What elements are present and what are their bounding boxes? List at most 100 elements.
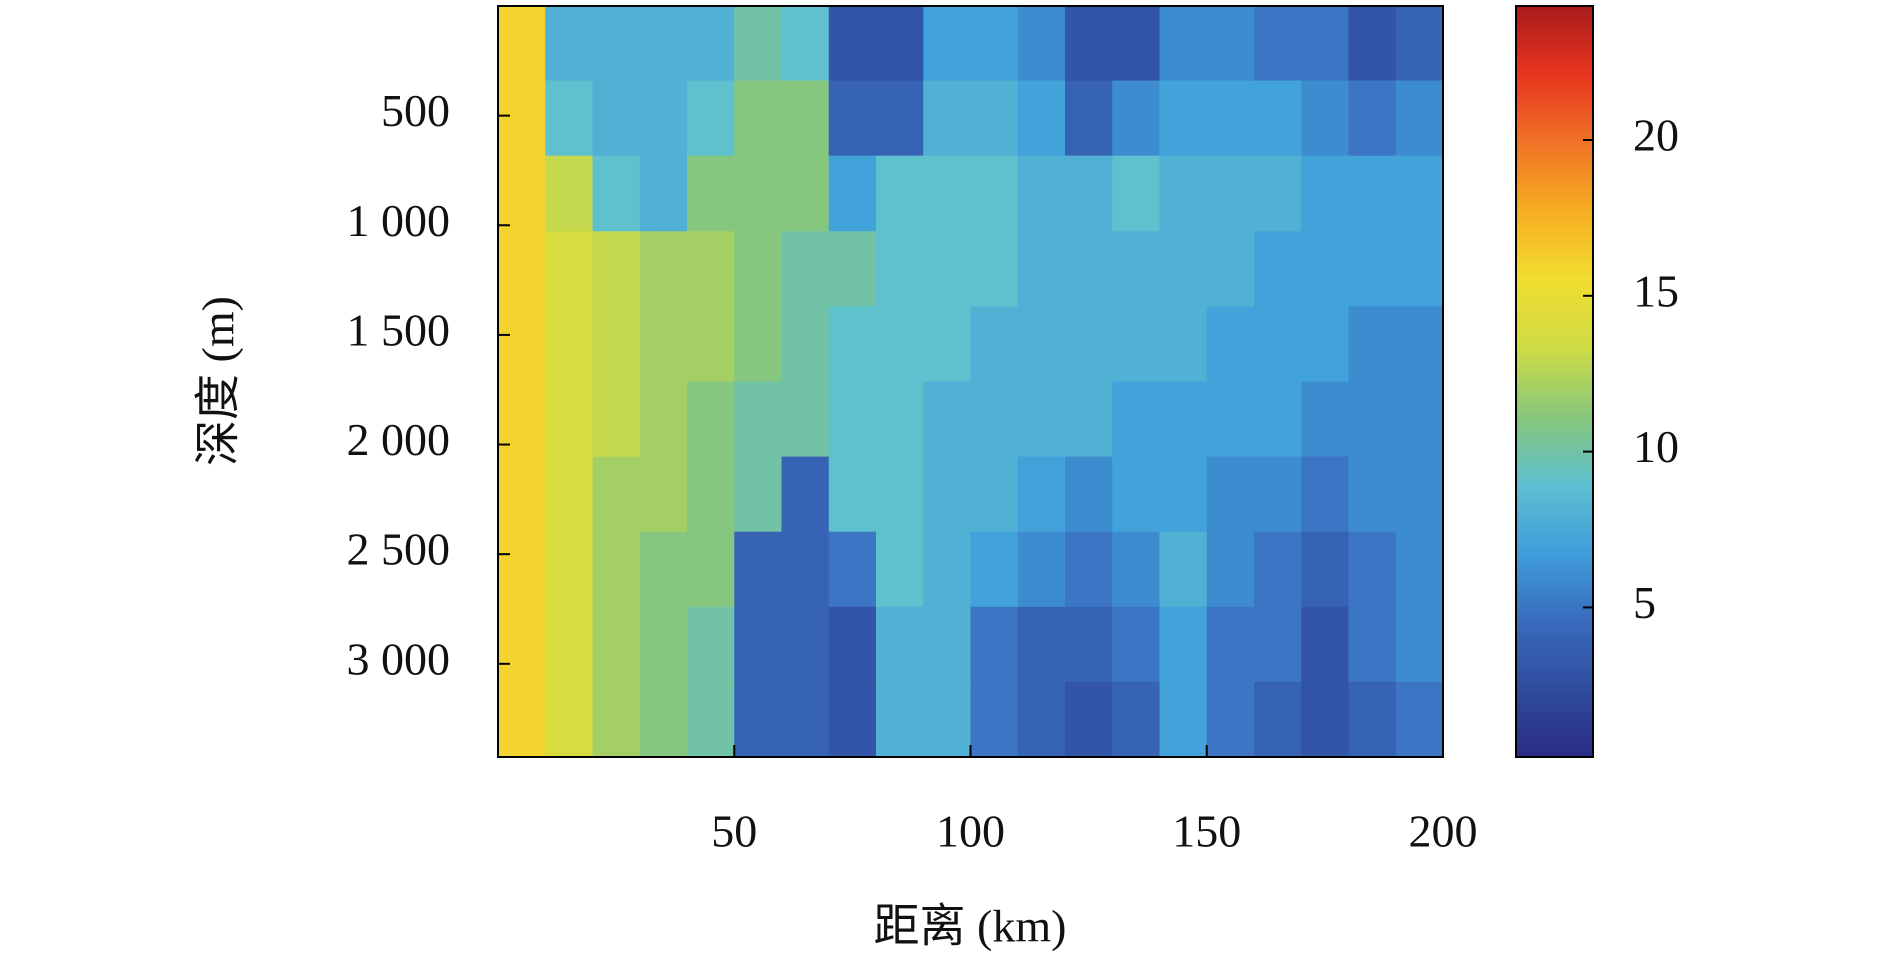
y-tick-label: 1 000: [347, 195, 451, 246]
heatmap-cell: [734, 456, 782, 533]
heatmap-cell: [498, 80, 546, 157]
heatmap-cell: [1254, 381, 1302, 458]
heatmap-cell: [1395, 381, 1444, 458]
heatmap-cell: [1395, 80, 1444, 157]
heatmap-cell: [734, 681, 782, 758]
heatmap-cell: [1301, 381, 1349, 458]
heatmap-cell: [1254, 155, 1302, 232]
heatmap: [498, 6, 1444, 758]
heatmap-cell: [1159, 381, 1208, 458]
heatmap-cell: [828, 681, 877, 758]
heatmap-cell: [970, 456, 1019, 533]
heatmap-cell: [1017, 456, 1066, 533]
heatmap-cell: [1348, 456, 1397, 533]
heatmap-cell: [828, 6, 877, 82]
heatmap-cell: [970, 681, 1019, 758]
heatmap-cell: [1159, 606, 1208, 683]
heatmap-cell: [1301, 155, 1349, 232]
heatmap-cell: [1112, 681, 1160, 758]
heatmap-cell: [876, 80, 924, 157]
heatmap-cell: [923, 531, 971, 608]
heatmap-cell: [1348, 606, 1397, 683]
x-tick-label: 150: [1172, 806, 1241, 857]
heatmap-cell: [923, 80, 971, 157]
heatmap-cell: [639, 681, 688, 758]
y-tick-label: 1 500: [347, 304, 451, 355]
heatmap-cell: [498, 681, 546, 758]
heatmap-cell: [1017, 155, 1066, 232]
heatmap-cell: [1065, 381, 1113, 458]
heatmap-cell: [781, 381, 830, 458]
heatmap-cell: [876, 681, 924, 758]
heatmap-cell: [639, 456, 688, 533]
heatmap-cell: [687, 606, 735, 683]
heatmap-cell: [828, 606, 877, 683]
heatmap-cell: [1301, 606, 1349, 683]
heatmap-cell: [734, 231, 782, 307]
colorbar-tick-label: 15: [1633, 265, 1679, 316]
heatmap-cell: [1348, 6, 1397, 82]
heatmap-cell: [876, 531, 924, 608]
heatmap-cell: [1017, 381, 1066, 458]
heatmap-cell: [970, 231, 1019, 307]
heatmap-cell: [828, 381, 877, 458]
heatmap-cell: [1159, 80, 1208, 157]
heatmap-cell: [1395, 531, 1444, 608]
heatmap-cell: [639, 606, 688, 683]
heatmap-cell: [1395, 231, 1444, 307]
heatmap-cell: [970, 381, 1019, 458]
heatmap-cell: [923, 155, 971, 232]
heatmap-cell: [1159, 531, 1208, 608]
x-tick-label: 200: [1409, 806, 1478, 857]
heatmap-cell: [1206, 456, 1255, 533]
heatmap-cell: [1112, 80, 1160, 157]
heatmap-cell: [1159, 306, 1208, 382]
heatmap-cell: [1159, 6, 1208, 82]
heatmap-cell: [1301, 80, 1349, 157]
heatmap-cell: [687, 531, 735, 608]
heatmap-cell: [1112, 231, 1160, 307]
heatmap-cell: [1159, 456, 1208, 533]
heatmap-cell: [1395, 456, 1444, 533]
heatmap-cell: [1017, 6, 1066, 82]
heatmap-cell: [687, 80, 735, 157]
heatmap-cell: [781, 606, 830, 683]
heatmap-cell: [1395, 306, 1444, 382]
heatmap-cell: [734, 6, 782, 82]
colorbar-tick-label: 10: [1633, 421, 1679, 472]
heatmap-cell: [1301, 456, 1349, 533]
heatmap-cell: [1254, 606, 1302, 683]
heatmap-cell: [592, 381, 641, 458]
heatmap-cell: [1301, 6, 1349, 82]
y-tick-label: 500: [381, 85, 450, 136]
heatmap-cell: [781, 80, 830, 157]
heatmap-cell: [639, 80, 688, 157]
heatmap-cell: [639, 155, 688, 232]
heatmap-cell: [639, 6, 688, 82]
heatmap-cell: [1348, 80, 1397, 157]
heatmap-cell: [1301, 231, 1349, 307]
heatmap-cell: [498, 381, 546, 458]
heatmap-cell: [1206, 606, 1255, 683]
heatmap-cell: [545, 606, 593, 683]
heatmap-cell: [545, 6, 593, 82]
heatmap-cell: [1206, 155, 1255, 232]
heatmap-cell: [828, 231, 877, 307]
heatmap-cell: [734, 381, 782, 458]
y-axis-label: 深度 (m): [193, 296, 244, 466]
heatmap-cell: [1254, 456, 1302, 533]
heatmap-cell: [1017, 531, 1066, 608]
heatmap-cell: [876, 6, 924, 82]
heatmap-cell: [1206, 6, 1255, 82]
heatmap-cell: [876, 231, 924, 307]
heatmap-cell: [1206, 381, 1255, 458]
heatmap-cell: [687, 6, 735, 82]
heatmap-cell: [876, 456, 924, 533]
heatmap-cell: [1348, 681, 1397, 758]
heatmap-cell: [876, 381, 924, 458]
heatmap-cell: [592, 681, 641, 758]
x-tick-label: 50: [711, 806, 757, 857]
heatmap-cell: [1017, 306, 1066, 382]
heatmap-cell: [687, 231, 735, 307]
